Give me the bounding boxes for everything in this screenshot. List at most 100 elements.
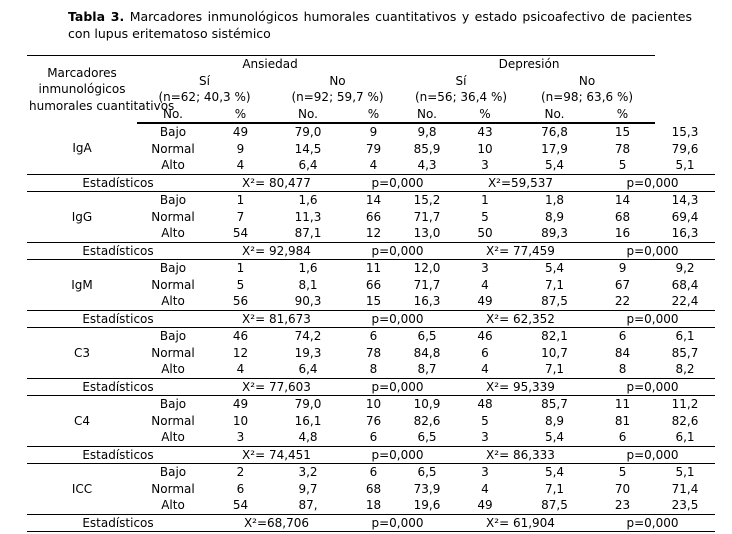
subgroup-n-ansiedad-si: (n=62; 40,3 %) — [158, 90, 251, 104]
value-cell: 3,2 — [298, 465, 318, 479]
value-cell: 15,2 — [413, 193, 441, 207]
level-cell: Normal — [151, 209, 195, 224]
value-cell: 16,3 — [413, 294, 441, 308]
row-header-line: Marcadores — [47, 65, 117, 80]
value-cell: 82,6 — [413, 413, 441, 428]
value-cell: 4 — [369, 158, 378, 172]
value-cell: 6,5 — [417, 465, 437, 479]
marker-data-row: Alto 56 90,3 15 16,3 49 87,5 22 22,4 — [27, 293, 715, 310]
value-cell: 66 — [365, 277, 382, 292]
value-cell: 9,8 — [417, 125, 437, 139]
value-cell: 14 — [614, 193, 631, 207]
value-cell: 43 — [477, 125, 493, 139]
marker-name-cell: C3 — [73, 345, 90, 360]
value-cell: 79 — [365, 141, 382, 156]
statistics-label-cell: Estadísticos — [27, 241, 209, 260]
value-cell: 54 — [232, 226, 249, 240]
value-cell: 9,7 — [298, 481, 318, 496]
value-cell: 85,7 — [671, 345, 699, 360]
value-cell: 84,8 — [413, 345, 441, 360]
marker-name-cell: IgA — [72, 141, 92, 155]
subgroup-n-depresion-no: (n=98; 63,6 %) — [540, 90, 634, 104]
p-value-ansiedad-cell: p=0,000 — [344, 173, 451, 192]
marker-data-row: Alto 4 6,4 4 4,3 3 5,4 5 5,1 — [27, 157, 715, 174]
value-cell: 4 — [481, 277, 489, 292]
p-value-ansiedad-cell: p=0,000 — [344, 241, 451, 260]
statistics-label-cell: Estadísticos — [27, 173, 209, 192]
value-cell: 3 — [481, 465, 489, 479]
value-cell: 5 — [481, 209, 489, 224]
value-cell: 81 — [614, 413, 631, 428]
value-cell: 6 — [618, 329, 627, 343]
table-body: IgA Bajo 49 79,0 9 9,8 43 76,8 15 15,3 Normal 9 14,5… — [27, 123, 716, 532]
p-value-depresion-cell: p=0,000 — [590, 173, 716, 192]
value-cell: 70 — [614, 481, 631, 496]
statistics-row: Estadísticos X²= 74,451 p=0,000 X²= 86,333 p… — [27, 445, 716, 464]
value-cell: 19,3 — [294, 345, 322, 360]
value-cell: 8,2 — [675, 362, 695, 376]
value-cell: 6,4 — [298, 362, 318, 376]
value-cell: 84 — [614, 345, 631, 360]
row-header-line: inmunológicos — [38, 82, 126, 97]
marker-data-row: IgM Bajo 1 1,6 11 12,0 3 5,4 9 9,2 — [27, 260, 715, 292]
level-cell: Normal — [151, 481, 195, 496]
value-cell: 71,7 — [413, 277, 441, 292]
value-cell: 10,9 — [413, 397, 441, 411]
value-cell: 10,7 — [541, 345, 568, 360]
statistics-row: Estadísticos X²= 80,477 p=0,000 X²=59,537 p=… — [27, 173, 716, 192]
subgroup-n-row: (n=62; 40,3 %) (n=92; 59,7 %) (n=56; 36,… — [27, 89, 715, 106]
value-cell: 1 — [481, 193, 489, 207]
statistics-label-cell: Estadísticos — [27, 377, 209, 396]
value-cell: 15 — [614, 125, 631, 139]
value-cell: 4,3 — [417, 158, 437, 172]
value-cell: 49 — [477, 294, 493, 308]
value-cell: 49 — [477, 498, 493, 512]
marker-data-row: Normal 10 16,1 76 82,6 5 8,9 81 82,6 — [27, 413, 715, 430]
statistics-label-cell: Estadísticos — [27, 513, 209, 532]
value-cell: 78 — [614, 141, 631, 156]
value-cell: 48 — [477, 397, 493, 411]
group-header-ansiedad: Ansiedad — [137, 55, 403, 73]
marker-name-cell: C4 — [73, 413, 90, 428]
chi-square-ansiedad-cell: X²= 92,984 — [209, 241, 344, 260]
value-cell: 46 — [477, 329, 493, 343]
value-cell: 87,1 — [294, 226, 322, 240]
value-cell: 82,1 — [541, 329, 568, 343]
value-cell: 22,4 — [671, 294, 699, 308]
value-cell: 1 — [236, 261, 245, 275]
value-cell: 46 — [232, 329, 249, 343]
level-cell: Alto — [161, 226, 185, 240]
value-cell: 5 — [236, 277, 245, 292]
statistics-label-cell: Estadísticos — [27, 309, 209, 328]
value-cell: 85,9 — [413, 141, 441, 156]
value-cell: 8,1 — [298, 277, 318, 292]
value-cell: 5,4 — [544, 158, 565, 172]
chi-square-depresion-cell: X²= 61,904 — [451, 513, 590, 532]
value-cell: 68,4 — [671, 277, 699, 292]
value-cell: 4 — [481, 362, 489, 376]
value-cell: 76 — [365, 413, 382, 428]
marker-name-cell: IgG — [71, 209, 93, 224]
value-cell: 74,2 — [294, 329, 322, 343]
col-header-pct: % — [451, 105, 519, 124]
value-cell: 9 — [618, 261, 627, 275]
value-cell: 14,3 — [671, 193, 699, 207]
statistics-row: Estadísticos X²=68,706 p=0,000 X²= 61,904 p=… — [27, 513, 716, 532]
value-cell: 16 — [614, 226, 631, 240]
value-cell: 6,4 — [298, 158, 318, 172]
marker-data-row: C4 Bajo 49 79,0 10 10,9 48 85,7 11 11,2 — [27, 396, 715, 428]
value-cell: 3 — [481, 158, 489, 172]
value-cell: 87,5 — [541, 498, 568, 512]
level-cell: Bajo — [159, 125, 187, 139]
value-cell: 68 — [614, 209, 631, 224]
value-cell: 68 — [365, 481, 382, 496]
p-value-depresion-cell: p=0,000 — [590, 309, 716, 328]
immunology-markers-table: Marcadores inmunológicos humorales cuant… — [27, 55, 716, 532]
subgroup-n-depresion-si: (n=56; 36,4 %) — [414, 90, 508, 104]
col-header-no: No. — [519, 105, 590, 124]
value-cell: 12 — [232, 345, 249, 360]
value-cell: 12,0 — [413, 261, 441, 275]
value-cell: 4 — [236, 158, 245, 172]
value-cell: 50 — [477, 226, 493, 240]
value-cell: 3 — [481, 430, 489, 444]
